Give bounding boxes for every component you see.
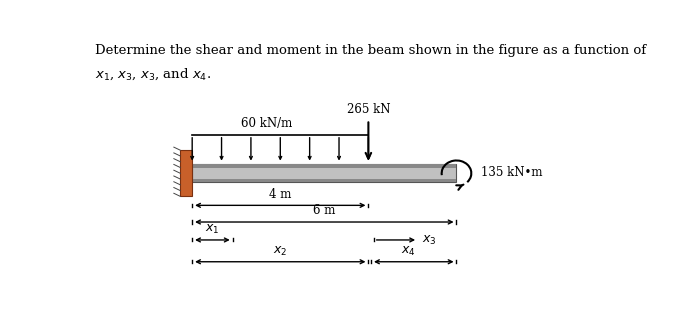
Text: 60 kN/m: 60 kN/m (242, 117, 292, 130)
Text: 4 m: 4 m (269, 188, 292, 201)
Text: 6 m: 6 m (313, 204, 335, 217)
Bar (192, 164, 457, 182)
Text: 135 kN•m: 135 kN•m (481, 166, 542, 178)
Text: 265 kN: 265 kN (347, 103, 390, 116)
Text: Determine the shear and moment in the beam shown in the figure as a function of: Determine the shear and moment in the be… (95, 44, 646, 57)
Text: $x_2$: $x_2$ (273, 244, 287, 258)
Text: $x_1$, $x_3$, $x_3$, and $x_4$.: $x_1$, $x_3$, $x_3$, and $x_4$. (95, 67, 211, 82)
Text: $x_4$: $x_4$ (401, 244, 416, 258)
Bar (180, 150, 192, 196)
Text: $x_3$: $x_3$ (422, 233, 437, 246)
Text: $x_1$: $x_1$ (205, 223, 220, 236)
Bar (192, 179, 457, 182)
Bar (192, 164, 457, 167)
